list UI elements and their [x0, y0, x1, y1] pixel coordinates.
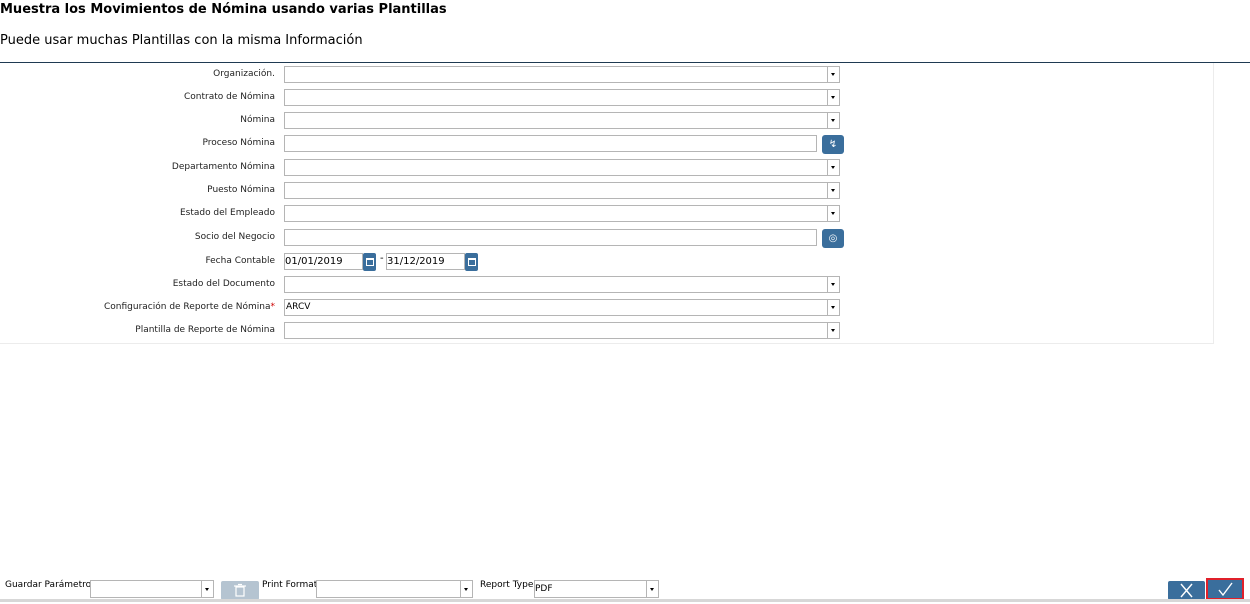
- row-fecha: Fecha Contable 01/01/2019 - 31/12/2019: [0, 253, 860, 272]
- trash-icon: [234, 583, 246, 597]
- socio-label: Socio del Negocio: [194, 232, 275, 242]
- row-organizacion: Organización.: [0, 66, 860, 85]
- fecha-label: Fecha Contable: [205, 256, 275, 266]
- configuracion-label: Configuración de Reporte de Nómina*: [104, 302, 275, 312]
- guardar-parametro-label: Guardar Parámetro: [5, 580, 92, 590]
- departamento-label: Departamento Nómina: [171, 162, 275, 172]
- configuracion-value: ARCV: [286, 302, 311, 312]
- chevron-down-icon[interactable]: [827, 277, 839, 292]
- chevron-down-icon[interactable]: [827, 67, 839, 82]
- report-type-value: PDF: [535, 584, 553, 594]
- configuracion-label-text: Configuración de Reporte de Nómina: [104, 302, 271, 312]
- chevron-down-icon[interactable]: [827, 206, 839, 221]
- row-estado-empleado: Estado del Empleado: [0, 205, 860, 224]
- close-icon: [1180, 583, 1193, 598]
- proceso-input[interactable]: [284, 135, 817, 152]
- proceso-label: Proceso Nómina: [202, 138, 275, 148]
- organizacion-label: Organización.: [213, 69, 275, 79]
- socio-input[interactable]: [284, 229, 817, 246]
- print-format-combo[interactable]: [316, 580, 473, 598]
- bottom-toolbar: Guardar Parámetro Print Format Report Ty…: [0, 578, 1250, 602]
- report-type-label: Report Type: [480, 580, 534, 590]
- configuracion-combo[interactable]: ARCV: [284, 299, 840, 316]
- fecha-hasta-input[interactable]: 31/12/2019: [386, 253, 465, 270]
- row-contrato: Contrato de Nómina: [0, 89, 860, 108]
- row-departamento: Departamento Nómina: [0, 159, 860, 178]
- page-subtitle: Puede usar muchas Plantillas con la mism…: [0, 33, 363, 48]
- row-estado-documento: Estado del Documento: [0, 276, 860, 295]
- row-nomina: Nómina: [0, 112, 860, 131]
- header-divider: [0, 62, 1250, 63]
- required-mark: *: [270, 302, 276, 312]
- lightning-icon: ↯: [828, 139, 838, 150]
- chevron-down-icon[interactable]: [827, 90, 839, 105]
- puesto-combo[interactable]: [284, 182, 840, 199]
- chevron-down-icon[interactable]: [201, 581, 213, 597]
- report-type-combo[interactable]: PDF: [534, 580, 659, 598]
- estado-documento-combo[interactable]: [284, 276, 840, 293]
- nomina-combo[interactable]: [284, 112, 840, 129]
- chevron-down-icon[interactable]: [827, 160, 839, 175]
- proceso-lookup-button[interactable]: ↯: [822, 135, 844, 154]
- row-proceso: Proceso Nómina ↯: [0, 135, 860, 154]
- row-socio: Socio del Negocio ◎: [0, 229, 860, 248]
- estado-empleado-combo[interactable]: [284, 205, 840, 222]
- puesto-label: Puesto Nómina: [207, 185, 275, 195]
- search-icon: ◎: [828, 233, 838, 244]
- estado-empleado-label: Estado del Empleado: [179, 208, 275, 218]
- plantilla-label: Plantilla de Reporte de Nómina: [135, 325, 275, 335]
- chevron-down-icon[interactable]: [646, 581, 658, 597]
- fecha-desde-input[interactable]: 01/01/2019: [284, 253, 363, 270]
- contrato-label: Contrato de Nómina: [184, 92, 275, 102]
- row-plantilla: Plantilla de Reporte de Nómina: [0, 322, 860, 341]
- print-format-label: Print Format: [262, 580, 318, 590]
- chevron-down-icon[interactable]: [827, 113, 839, 128]
- guardar-parametro-combo[interactable]: [90, 580, 214, 598]
- contrato-combo[interactable]: [284, 89, 840, 106]
- organizacion-combo[interactable]: [284, 66, 840, 83]
- chevron-down-icon[interactable]: [827, 300, 839, 315]
- estado-documento-label: Estado del Documento: [172, 279, 275, 289]
- row-configuracion: Configuración de Reporte de Nómina* ARCV: [0, 299, 860, 318]
- fecha-separator: -: [380, 253, 384, 264]
- departamento-combo[interactable]: [284, 159, 840, 176]
- calendar-icon[interactable]: [465, 253, 478, 271]
- socio-search-button[interactable]: ◎: [822, 229, 844, 248]
- chevron-down-icon[interactable]: [827, 323, 839, 338]
- page-title: Muestra los Movimientos de Nómina usando…: [0, 2, 447, 17]
- chevron-down-icon[interactable]: [827, 183, 839, 198]
- row-puesto: Puesto Nómina: [0, 182, 860, 201]
- chevron-down-icon[interactable]: [460, 581, 472, 597]
- bottom-border: [0, 599, 1250, 602]
- nomina-label: Nómina: [240, 115, 275, 125]
- plantilla-combo[interactable]: [284, 322, 840, 339]
- parameter-form: Organización. Contrato de Nómina Nómina …: [0, 63, 1214, 344]
- check-icon: [1218, 582, 1233, 597]
- delete-parameter-button[interactable]: [221, 581, 259, 600]
- calendar-icon[interactable]: [363, 253, 376, 271]
- ok-button[interactable]: [1206, 578, 1244, 600]
- cancel-button[interactable]: [1168, 581, 1205, 600]
